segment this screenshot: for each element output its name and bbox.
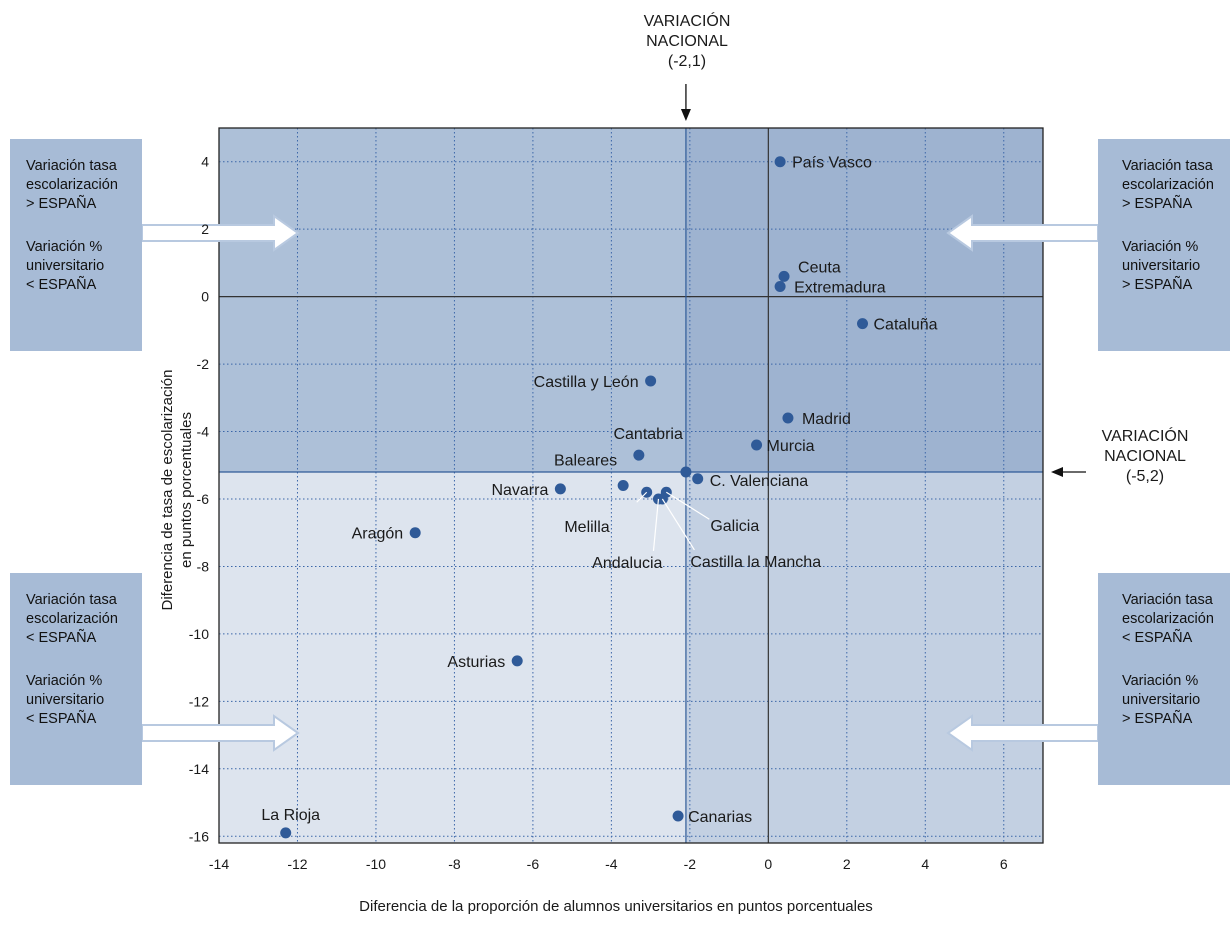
- side-box-top-right: Variación tasa escolarización > ESPAÑA V…: [1098, 139, 1230, 351]
- quadrant-top-left: [219, 128, 686, 473]
- y-tick-label: -10: [189, 626, 209, 642]
- horizontal-reference-arrowhead: [1051, 467, 1063, 478]
- x-axis-title: Diferencia de la proporción de alumnos u…: [359, 898, 873, 915]
- x-tick-label: 0: [764, 856, 772, 872]
- side-box-rate-text: Variación tasa escolarización < ESPAÑA: [26, 592, 118, 646]
- data-point: [280, 827, 292, 839]
- x-tick-label: -6: [527, 856, 540, 872]
- point-label: Galicia: [710, 518, 759, 535]
- point-label: Aragón: [352, 526, 404, 543]
- horizontal-reference-label: VARIACIÓN NACIONAL (-5,2): [1101, 428, 1189, 485]
- y-axis-title-line2: en puntos porcentuales: [178, 412, 195, 568]
- y-tick-label: 2: [201, 221, 209, 237]
- leader-line: [636, 491, 648, 503]
- y-axis-title: Diferencia de tasa de escolarización en …: [159, 370, 195, 611]
- quadrant-bottom-right: [685, 472, 1043, 843]
- side-box-univ-text: Variación % universitario > ESPAÑA: [1122, 673, 1201, 727]
- side-box-univ-text: Variación % universitario > ESPAÑA: [1122, 239, 1201, 293]
- side-box-bottom-left: Variación tasa escolarización < ESPAÑA V…: [10, 573, 142, 785]
- leader-line: [665, 491, 710, 520]
- point-label: Ceuta: [798, 259, 841, 276]
- side-box-rate-text: Variación tasa escolarización < ESPAÑA: [1122, 592, 1214, 646]
- side-box-univ-text: Variación % universitario < ESPAÑA: [26, 673, 105, 727]
- data-point: [645, 375, 657, 387]
- data-point: [554, 483, 566, 495]
- y-tick-label: -6: [197, 491, 210, 507]
- x-tick-label: 4: [921, 856, 929, 872]
- x-tick-label: 6: [1000, 856, 1008, 872]
- data-point: [774, 281, 786, 293]
- quadrant-bottom-left: [219, 472, 686, 843]
- data-point: [692, 473, 704, 485]
- data-point: [617, 480, 629, 491]
- leader-line: [652, 498, 660, 552]
- point-label: Asturias: [447, 654, 505, 671]
- data-point: [751, 439, 763, 451]
- vertical-reference-arrowhead: [680, 109, 691, 121]
- hint-arrows: [141, 214, 1099, 752]
- data-point: [782, 412, 794, 424]
- bottom-left-arrow-icon: [141, 714, 300, 752]
- x-tick-label: -8: [448, 856, 461, 872]
- point-label: Melilla: [564, 519, 609, 536]
- top-right-arrow-icon: [946, 214, 1099, 252]
- point-label: C. Valenciana: [710, 473, 809, 490]
- point-label: País Vasco: [792, 155, 872, 172]
- data-point: [774, 156, 786, 168]
- data-points: [280, 156, 869, 839]
- plot-frame: [218, 127, 1044, 844]
- national-point: [680, 466, 692, 478]
- y-tick-label: -4: [197, 424, 210, 440]
- y-tick-label: 0: [201, 289, 209, 305]
- x-tick-label: -14: [209, 856, 229, 872]
- side-box-rate-text: Variación tasa escolarización > ESPAÑA: [1122, 158, 1214, 212]
- side-box-top-left: Variación tasa escolarización > ESPAÑA V…: [10, 139, 142, 351]
- x-tick-label: -10: [366, 856, 386, 872]
- point-label: Cataluña: [874, 317, 938, 334]
- quadrant-top-right: [685, 128, 1043, 473]
- point-label: Extremadura: [794, 280, 886, 297]
- y-tick-label: -8: [197, 558, 210, 574]
- quadrant-backgrounds: [219, 128, 1043, 843]
- point-label: Cantabria: [613, 426, 682, 443]
- reference-lines: [218, 84, 1086, 844]
- bottom-right-arrow-icon: [946, 714, 1099, 752]
- vertical-reference-label: VARIACIÓN NACIONAL (-2,1): [643, 13, 731, 70]
- point-label: Andalucia: [592, 555, 662, 572]
- x-tick-label: 2: [843, 856, 851, 872]
- data-point: [778, 270, 790, 282]
- x-tick-label: -2: [684, 856, 697, 872]
- x-tick-label: -4: [605, 856, 618, 872]
- y-tick-label: -14: [189, 761, 209, 777]
- data-point: [409, 527, 421, 539]
- point-labels: País Vasco Ceuta Extremadura Cataluña Castil…: [261, 155, 937, 826]
- x-tick-label: -12: [287, 856, 307, 872]
- axis-ticks: -14 -12 -10 -8 -6 -4 -2 0 2 4 6 4 2 0 -2 -4 -6 -8 -10 -12 -1…: [189, 154, 1008, 872]
- point-label: Navarra: [491, 482, 548, 499]
- side-box-univ-text: Variación % universitario < ESPAÑA: [26, 239, 105, 293]
- y-tick-label: 4: [201, 154, 209, 170]
- y-tick-label: -12: [189, 693, 209, 709]
- side-box-rate-text: Variación tasa escolarización > ESPAÑA: [26, 158, 118, 212]
- point-label: Castilla y León: [534, 374, 639, 391]
- y-tick-label: -2: [197, 356, 210, 372]
- data-point: [633, 449, 645, 461]
- point-label: Madrid: [802, 411, 851, 428]
- point-label: La Rioja: [261, 807, 320, 824]
- point-label: Canarias: [688, 809, 752, 826]
- point-label: Castilla la Mancha: [690, 554, 821, 571]
- data-point: [511, 655, 523, 667]
- point-label: Murcia: [767, 438, 815, 455]
- leader-line: [661, 498, 695, 551]
- grid-lines: [219, 128, 1043, 843]
- y-axis-title-line1: Diferencia de tasa de escolarización: [159, 370, 176, 611]
- y-tick-label: -16: [189, 828, 209, 844]
- data-point: [672, 810, 684, 822]
- point-label: Baleares: [554, 453, 617, 470]
- top-left-arrow-icon: [141, 214, 300, 252]
- side-box-bottom-right: Variación tasa escolarización < ESPAÑA V…: [1098, 573, 1230, 785]
- data-point: [857, 318, 869, 330]
